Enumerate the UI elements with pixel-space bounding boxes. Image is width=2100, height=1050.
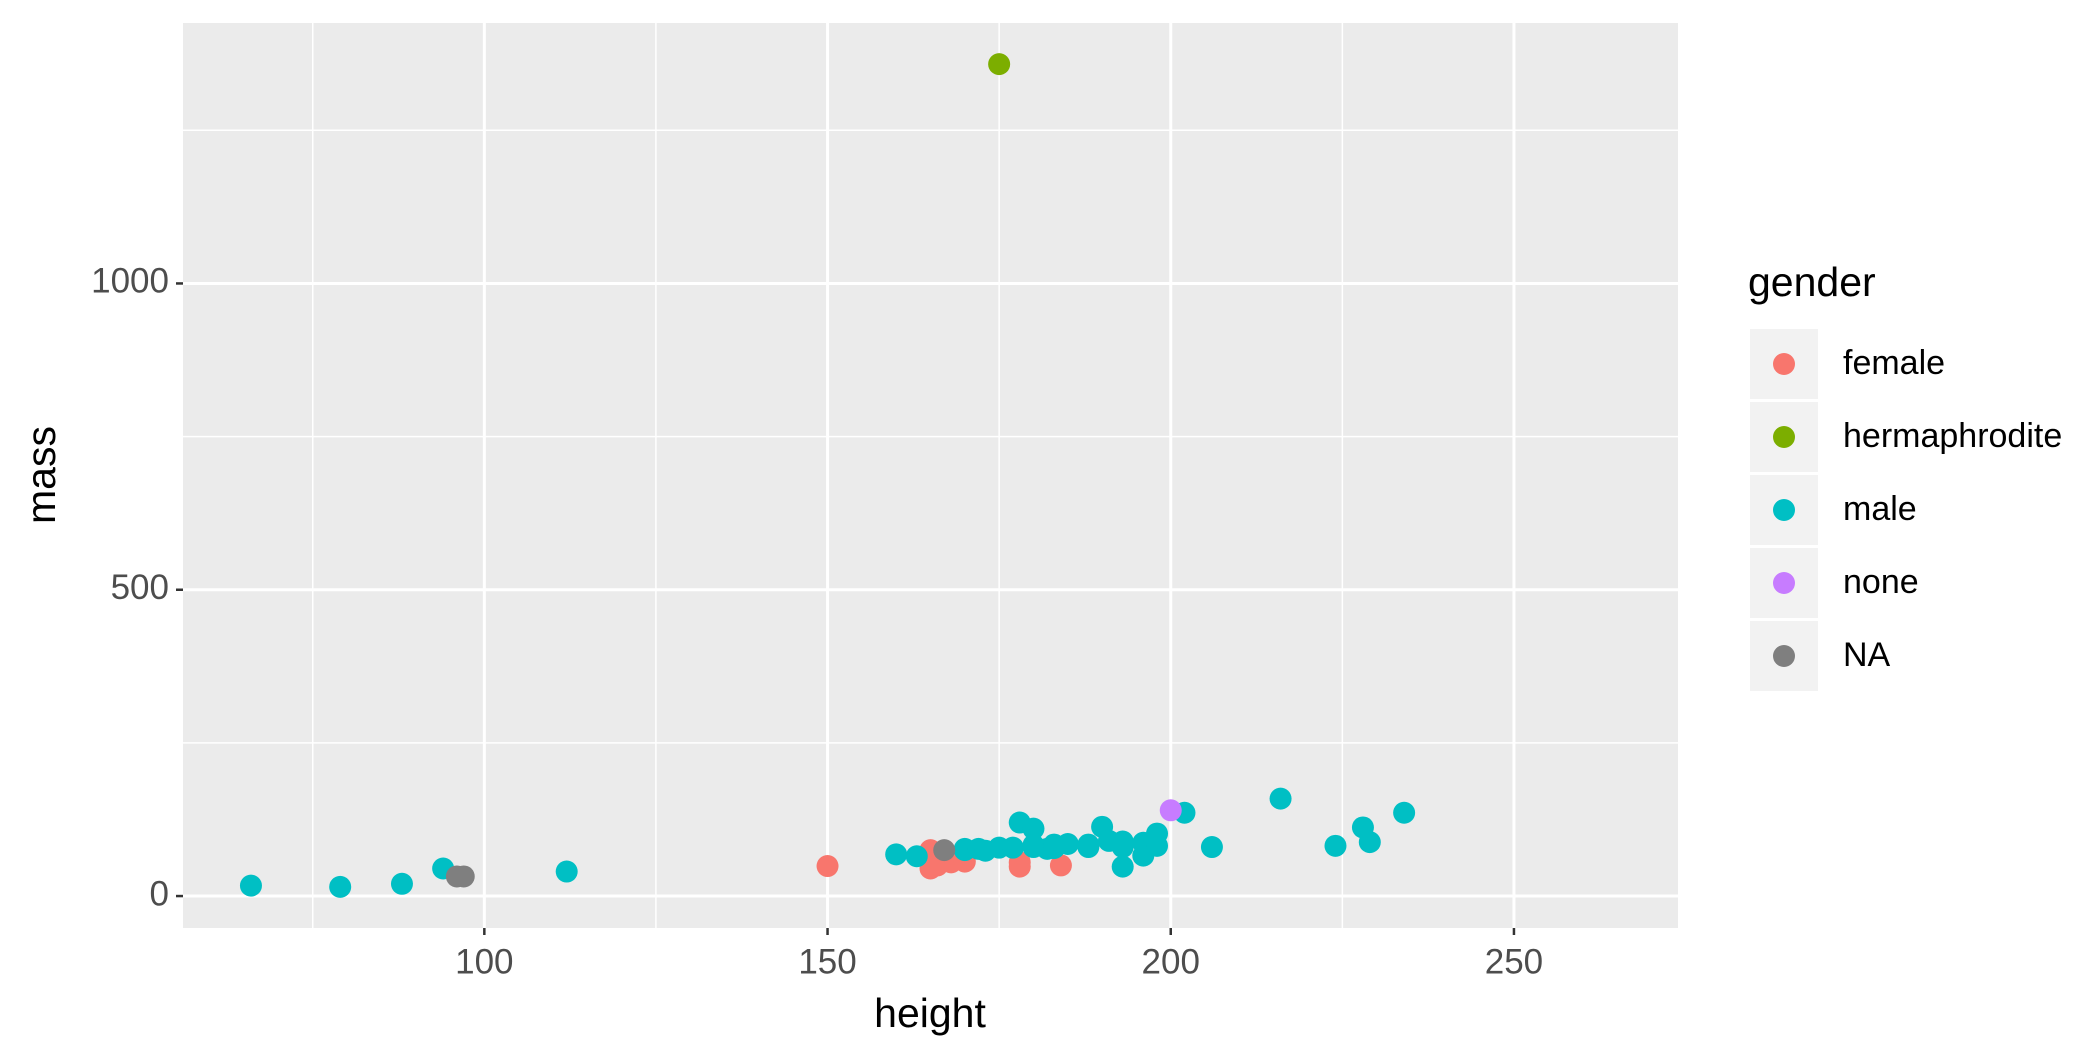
point [390, 872, 413, 895]
point [1200, 836, 1223, 859]
legend-swatch [1773, 572, 1795, 594]
point [1022, 817, 1045, 840]
x-tick-label: 250 [1485, 942, 1543, 981]
point [988, 53, 1011, 76]
x-tick-label: 150 [798, 942, 856, 981]
point [1056, 832, 1079, 855]
y-tick-label: 1000 [91, 262, 169, 301]
point [1001, 836, 1024, 859]
legend-label: NA [1843, 636, 1891, 674]
point [1111, 836, 1134, 859]
x-tick-label: 200 [1142, 942, 1200, 981]
legend-label: hermaphrodite [1843, 417, 2062, 455]
axes: 100 150 200 250 0 500 1000 [91, 262, 1543, 982]
point [452, 865, 475, 888]
x-axis-title: height [874, 990, 986, 1036]
legend-swatch [1773, 426, 1795, 448]
point [1049, 854, 1072, 877]
point [1159, 799, 1182, 822]
y-tick-label: 500 [111, 568, 169, 607]
point [1008, 855, 1031, 878]
legend-swatch [1773, 499, 1795, 521]
point [1324, 834, 1347, 857]
point [1269, 787, 1292, 810]
y-tick-label: 0 [150, 874, 169, 913]
point [905, 845, 928, 868]
panel-background [183, 23, 1678, 928]
legend-swatch [1773, 645, 1795, 667]
legend: female hermaphrodite male none NA [1750, 329, 2062, 691]
point [933, 839, 956, 862]
legend-label: none [1843, 563, 1919, 601]
point [1393, 801, 1416, 824]
y-axis-title: mass [18, 426, 64, 524]
legend-label: male [1843, 490, 1917, 528]
point [1146, 834, 1169, 857]
point [885, 843, 908, 866]
legend-title: gender [1748, 259, 1876, 305]
point [1111, 855, 1134, 878]
point [816, 855, 839, 878]
point [1358, 831, 1381, 854]
point [239, 874, 262, 897]
grid [183, 23, 1678, 928]
legend-label: female [1843, 344, 1945, 382]
point [555, 860, 578, 883]
legend-swatch [1773, 353, 1795, 375]
x-tick-label: 100 [455, 942, 513, 981]
point [1077, 836, 1100, 859]
point [329, 875, 352, 898]
points [239, 53, 1416, 898]
